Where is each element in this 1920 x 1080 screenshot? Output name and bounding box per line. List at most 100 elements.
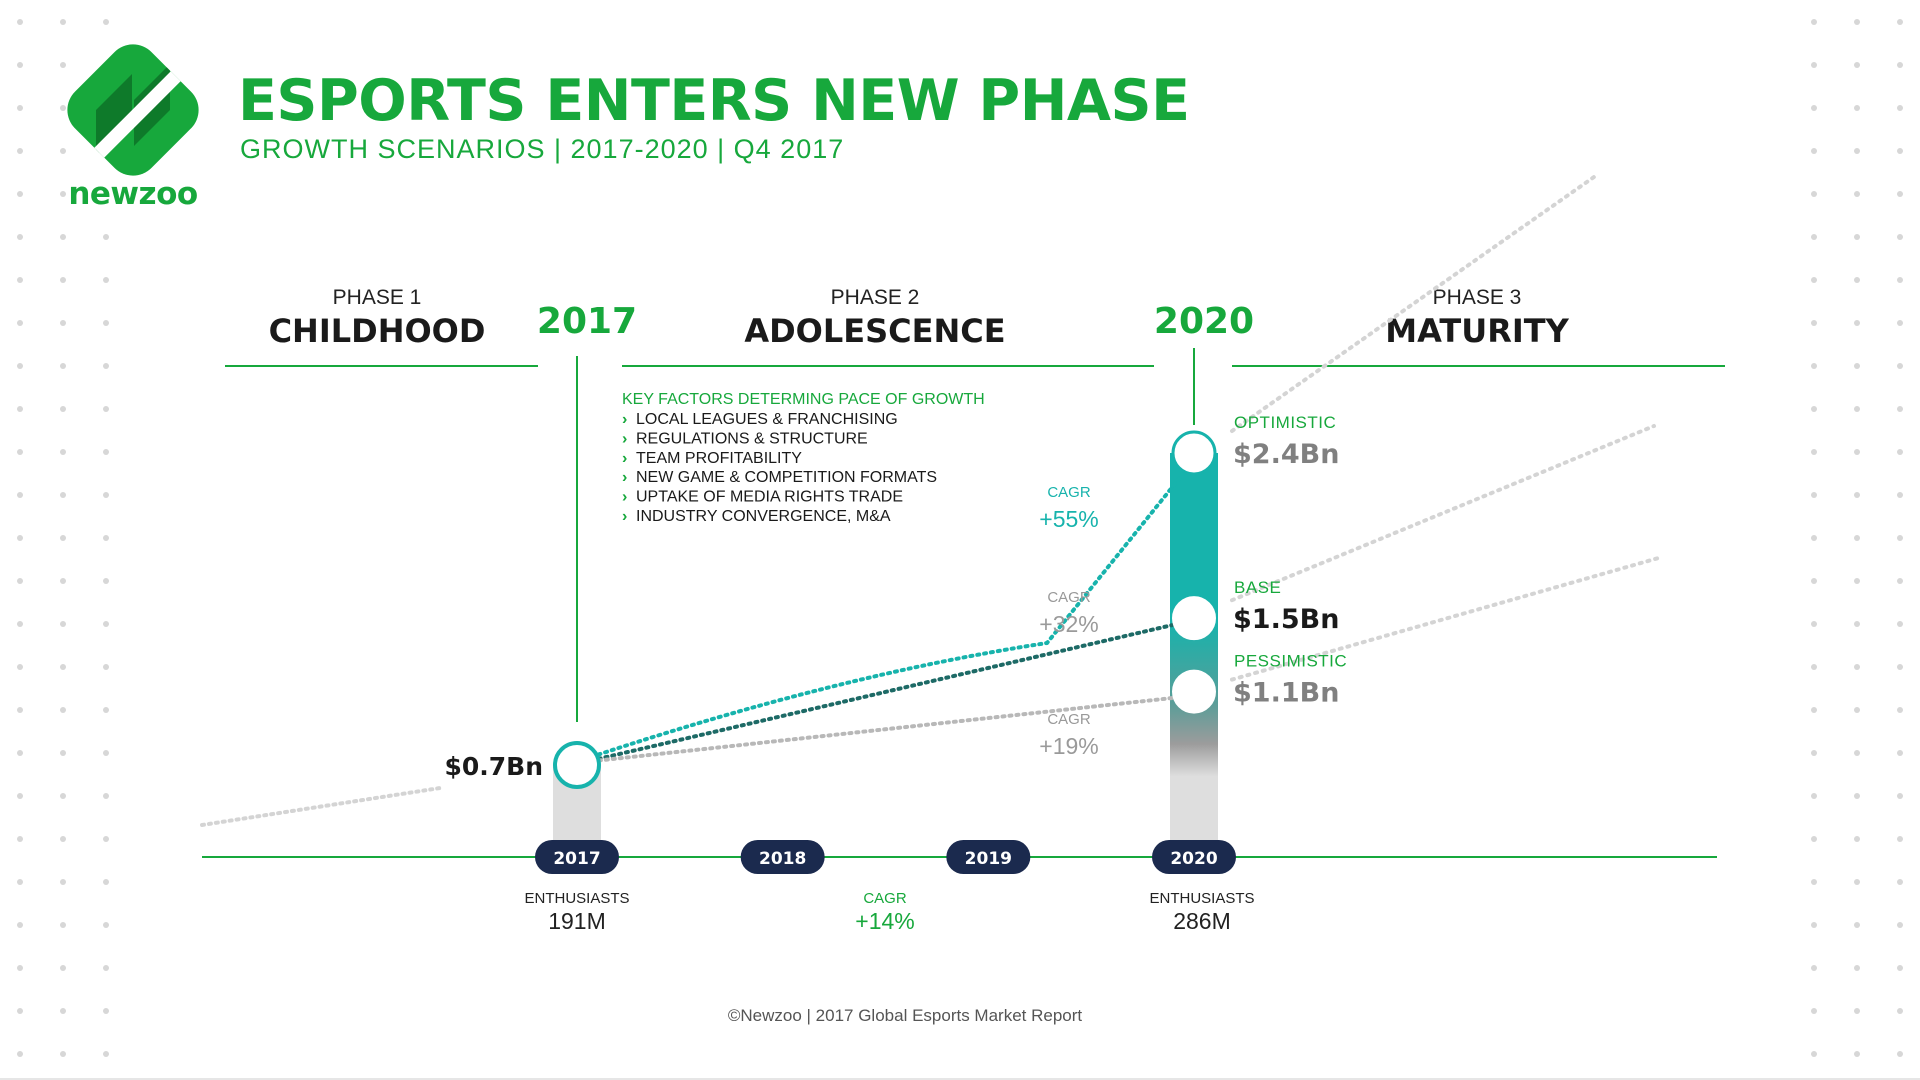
background-dot <box>103 535 109 541</box>
year-pill <box>946 840 1031 874</box>
background-dot <box>1854 62 1860 68</box>
background-dot <box>1811 363 1817 369</box>
background-dot <box>1854 922 1860 928</box>
year-pill <box>535 840 619 874</box>
background-dot <box>1854 1008 1860 1014</box>
background-dot <box>1897 277 1903 283</box>
background-dot <box>1854 105 1860 111</box>
background-dot <box>103 707 109 713</box>
background-dot <box>1897 535 1903 541</box>
key-factor-item: UPTAKE OF MEDIA RIGHTS TRADE <box>636 489 903 506</box>
bar-2020 <box>1170 453 1218 857</box>
background-dot <box>17 148 23 154</box>
background-dot <box>1854 879 1860 885</box>
chevron-right-icon: › <box>622 450 627 467</box>
phase-label: PHASE 2 <box>831 286 920 309</box>
background-dot <box>1897 707 1903 713</box>
background-dot <box>17 535 23 541</box>
background-dot <box>17 105 23 111</box>
background-dot <box>1897 234 1903 240</box>
background-dot <box>60 750 66 756</box>
background-dot <box>103 320 109 326</box>
background-dot <box>17 19 23 25</box>
background-dot <box>1897 750 1903 756</box>
phase-label: PHASE 3 <box>1433 286 1522 309</box>
background-dot <box>60 793 66 799</box>
background-dot <box>1811 406 1817 412</box>
background-dot <box>1811 1051 1817 1057</box>
year-pill-label: 2019 <box>965 849 1012 869</box>
background-dot <box>1854 320 1860 326</box>
enthusiasts-cagr-value: +14% <box>855 908 914 934</box>
background-dot <box>60 148 66 154</box>
background-dot <box>17 750 23 756</box>
milestone-year: 2017 <box>537 301 637 342</box>
background-dot <box>60 922 66 928</box>
background-dot <box>1811 578 1817 584</box>
enthusiasts-value: 191M <box>548 908 606 934</box>
background-dot <box>17 836 23 842</box>
background-dot <box>1897 148 1903 154</box>
background-dot <box>1811 1008 1817 1014</box>
background-dot <box>17 922 23 928</box>
background-dot <box>1854 492 1860 498</box>
cagr-value: +55% <box>1039 506 1098 532</box>
enthusiasts-cagr-label: CAGR <box>863 890 907 907</box>
background-dot <box>1811 922 1817 928</box>
background-dot <box>60 621 66 627</box>
scenario-value: $1.5Bn <box>1233 604 1339 635</box>
page-title: ESPORTS ENTERS NEW PHASE <box>238 68 1190 134</box>
cagr-label: CAGR <box>1047 484 1091 501</box>
year-pill-label: 2017 <box>553 849 600 869</box>
background-dot <box>1897 1051 1903 1057</box>
background-dot <box>1854 664 1860 670</box>
future-trend <box>1230 555 1664 682</box>
background-dot <box>1897 793 1903 799</box>
enthusiasts-label: ENTHUSIASTS <box>524 890 629 907</box>
background-dot <box>103 922 109 928</box>
background-dot <box>1897 664 1903 670</box>
enthusiasts-value: 286M <box>1173 908 1231 934</box>
background-dot <box>17 578 23 584</box>
year-pill <box>1152 840 1236 874</box>
background-dot <box>1811 449 1817 455</box>
future-trend <box>1230 175 1596 433</box>
background-dot <box>1811 535 1817 541</box>
background-dot <box>1854 363 1860 369</box>
background-dot <box>1811 879 1817 885</box>
enthusiasts-label: ENTHUSIASTS <box>1149 890 1254 907</box>
background-dot <box>1811 793 1817 799</box>
background-dot <box>103 449 109 455</box>
background-dot <box>1811 105 1817 111</box>
key-factor-item: INDUSTRY CONVERGENCE, M&A <box>636 508 891 525</box>
dot-pattern-left <box>17 19 109 1057</box>
background-dot <box>103 750 109 756</box>
source-footer: ©Newzoo | 2017 Global Esports Market Rep… <box>727 1006 1083 1025</box>
background-dot <box>103 836 109 842</box>
background-dot <box>1854 234 1860 240</box>
background-dot <box>1897 449 1903 455</box>
chevron-right-icon: › <box>622 508 627 525</box>
background-dot <box>103 879 109 885</box>
cagr-label: CAGR <box>1047 589 1091 606</box>
phase-label: PHASE 1 <box>333 286 422 309</box>
phase-name: MATURITY <box>1385 312 1569 350</box>
background-dot <box>103 664 109 670</box>
background-dot <box>103 621 109 627</box>
end-marker-optimistic <box>1171 430 1217 476</box>
background-dot <box>1897 879 1903 885</box>
background-dot <box>1811 836 1817 842</box>
background-dot <box>60 1008 66 1014</box>
background-dot <box>1854 148 1860 154</box>
background-dot <box>60 578 66 584</box>
background-dot <box>17 277 23 283</box>
background-dot <box>1811 277 1817 283</box>
key-factors-heading: KEY FACTORS DETERMING PACE OF GROWTH <box>622 391 985 408</box>
background-dot <box>60 965 66 971</box>
cagr-label: CAGR <box>1047 711 1091 728</box>
year-pill-label: 2018 <box>759 849 806 869</box>
background-dot <box>60 879 66 885</box>
background-dot <box>1854 836 1860 842</box>
background-dot <box>1854 621 1860 627</box>
